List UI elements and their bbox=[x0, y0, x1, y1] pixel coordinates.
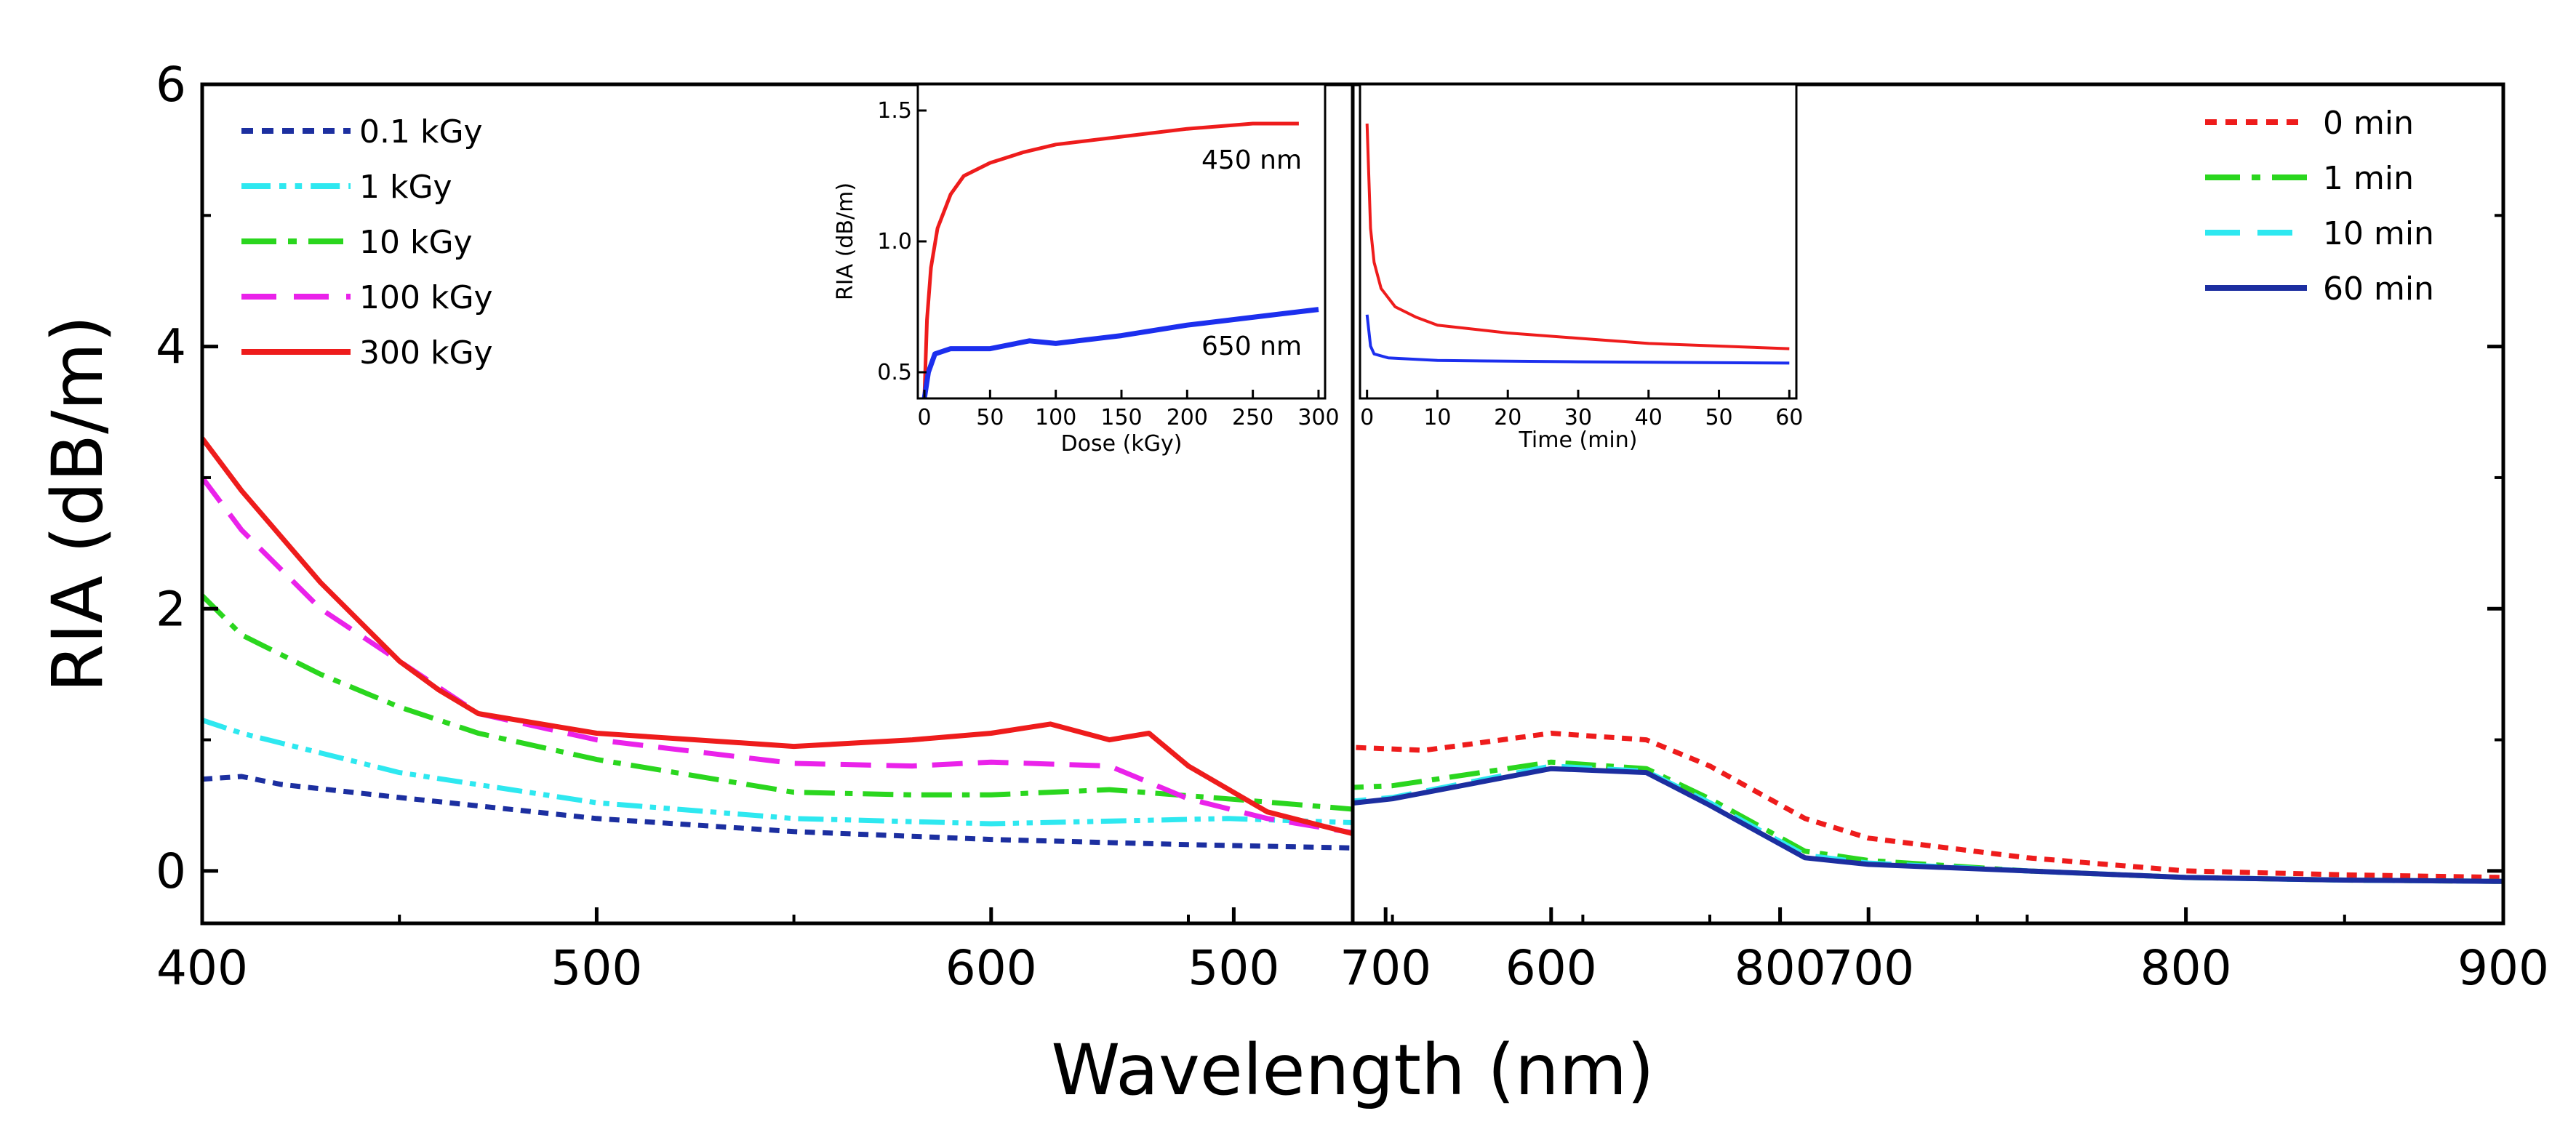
inset-left-series-1-line bbox=[921, 307, 1319, 398]
left-panel-series-0-line bbox=[202, 774, 1353, 851]
x-tick-label-left: 700 bbox=[1340, 940, 1431, 996]
left-panel-series bbox=[202, 436, 1353, 851]
y-tick-label: 0 bbox=[156, 843, 186, 899]
legend-label-1-0: 0 min bbox=[2323, 105, 2414, 142]
inset-left-x-tick-label: 0 bbox=[917, 405, 931, 430]
x-tick-label-right: 900 bbox=[2457, 940, 2549, 996]
inset-right-x-tick-label: 60 bbox=[1775, 405, 1803, 430]
inset-right-x-tick-label: 30 bbox=[1564, 405, 1592, 430]
inset-left-series-0-line bbox=[922, 121, 1299, 398]
x-tick-label-left: 400 bbox=[156, 940, 248, 996]
x-tick-label-left: 600 bbox=[945, 940, 1037, 996]
y-tick-label: 2 bbox=[156, 581, 186, 637]
inset-y-tick-label: 0.5 bbox=[877, 360, 912, 385]
right-panel-series-1-line bbox=[1353, 759, 2503, 884]
y-tick-label: 6 bbox=[156, 57, 186, 113]
y-tick-label: 4 bbox=[156, 319, 186, 375]
legend-label-0-2: 10 kGy bbox=[359, 224, 473, 261]
inset-left-x-tick-label: 100 bbox=[1035, 405, 1076, 430]
x-tick-label-right: 700 bbox=[1823, 940, 1914, 996]
inset-right-background bbox=[1360, 84, 1796, 398]
inset-left-x-tick-label: 150 bbox=[1100, 405, 1142, 430]
legend-label-0-3: 100 kGy bbox=[359, 279, 493, 316]
legend-label-0-1: 1 kGy bbox=[359, 169, 452, 206]
inset-left-x-tick-label: 300 bbox=[1297, 405, 1339, 430]
legend-label-1-2: 10 min bbox=[2323, 215, 2434, 252]
inset-right-x-tick-label: 10 bbox=[1423, 405, 1451, 430]
x-tick-label-right: 500 bbox=[1188, 940, 1279, 996]
inset-right-x-title: Time (min) bbox=[1519, 428, 1638, 453]
inset-left-x-tick-label: 50 bbox=[976, 405, 1004, 430]
legend-label-0-4: 300 kGy bbox=[359, 334, 493, 372]
inset-left-series bbox=[921, 121, 1319, 398]
inset-left-x-tick-label: 200 bbox=[1167, 405, 1208, 430]
y-axis-title: RIA (dB/m) bbox=[37, 316, 119, 693]
legend-label-0-0: 0.1 kGy bbox=[359, 113, 483, 150]
right-panel-series-0-line bbox=[1353, 731, 2503, 880]
left-panel-series-1-line bbox=[202, 718, 1353, 827]
inset-annotation-450: 450 nm bbox=[1201, 145, 1302, 175]
inset-y-title: RIA (dB/m) bbox=[833, 182, 858, 300]
left-panel-series-4-line bbox=[202, 436, 1353, 837]
inset-right-x-tick-label: 40 bbox=[1635, 405, 1663, 430]
left-panel-series-2-line bbox=[202, 593, 1353, 812]
right-panel-series-3-line bbox=[1353, 766, 2503, 884]
right-panel-frame bbox=[1351, 82, 2505, 926]
inset-right-x-tick-label: 20 bbox=[1494, 405, 1521, 430]
x-tick-label-right: 600 bbox=[1505, 940, 1597, 996]
inset-plot: 0.5 1.0 1.5 0 50 100 150 200 250 300 0 10 20 30 40 50 60… bbox=[833, 83, 1803, 457]
right-panel-series bbox=[1353, 731, 2503, 884]
inset-y-tick-label: 1.5 bbox=[877, 98, 912, 124]
inset-left-x-title: Dose (kGy) bbox=[1061, 431, 1183, 457]
x-axis-title: Wavelength (nm) bbox=[1051, 1029, 1654, 1111]
inset-right-series bbox=[1365, 123, 1790, 365]
inset-annotation-650: 650 nm bbox=[1201, 332, 1302, 361]
legend-label-1-3: 60 min bbox=[2323, 270, 2434, 308]
inset-right-x-tick-label: 50 bbox=[1705, 405, 1732, 430]
legend-label-1-1: 1 min bbox=[2323, 160, 2414, 197]
x-tick-label-right: 800 bbox=[2140, 940, 2232, 996]
inset-left-x-tick-label: 250 bbox=[1232, 405, 1273, 430]
inset-right-x-tick-label: 0 bbox=[1360, 405, 1374, 430]
left-panel-series-3-line bbox=[202, 475, 1353, 835]
right-panel-series-2-line bbox=[1353, 763, 2503, 884]
inset-right-series-0-line bbox=[1365, 123, 1790, 350]
inset-y-tick-label: 1.0 bbox=[877, 229, 912, 254]
x-tick-label-left: 500 bbox=[551, 940, 642, 996]
inset-right-series-1-line bbox=[1365, 314, 1790, 365]
x-tick-label-left: 800 bbox=[1735, 940, 1826, 996]
